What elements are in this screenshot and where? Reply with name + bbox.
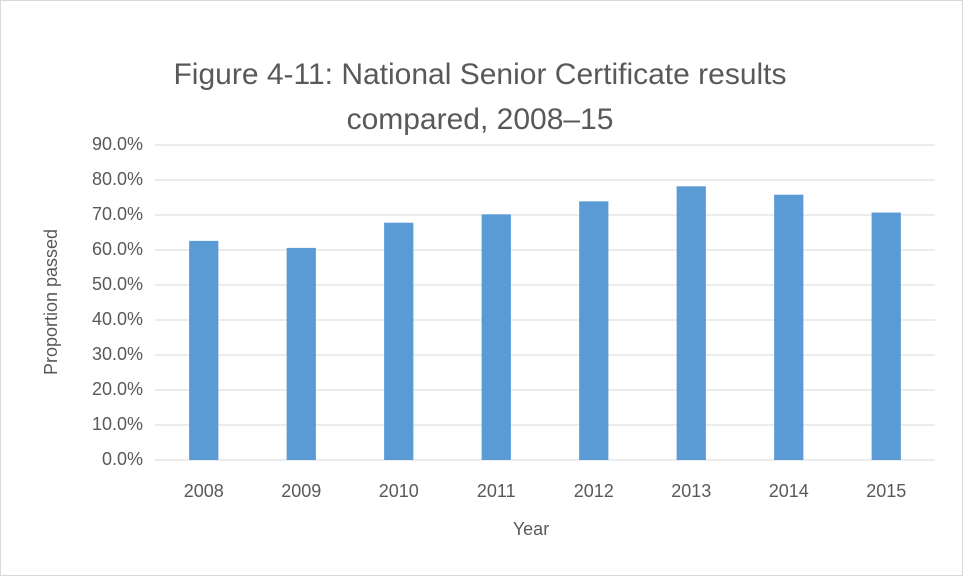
bar [676,186,706,461]
x-tick-label: 2009 [281,481,321,501]
bar [774,194,804,460]
bar [189,240,219,460]
y-tick-label: 80.0% [92,169,143,189]
y-tick-label: 30.0% [92,344,143,364]
bar [384,222,414,460]
x-tick-label: 2013 [671,481,711,501]
y-tick-label: 10.0% [92,414,143,434]
x-tick-label: 2015 [866,481,906,501]
x-tick-label: 2014 [769,481,809,501]
bar [286,247,316,460]
x-tick-label: 2010 [379,481,419,501]
y-tick-label: 50.0% [92,274,143,294]
y-tick-label: 20.0% [92,379,143,399]
y-tick-label: 0.0% [102,449,143,469]
x-tick-label: 2008 [184,481,224,501]
x-tick-label: 2011 [477,481,516,501]
y-tick-label: 70.0% [92,204,143,224]
bar [871,212,901,460]
y-tick-label: 40.0% [92,309,143,329]
y-tick-label: 60.0% [92,239,143,259]
x-tick-label: 2012 [574,481,614,501]
bar [579,201,609,460]
y-axis-label: Proportion passed [41,229,61,375]
y-tick-label: 90.0% [92,134,143,154]
x-axis-label: Year [513,519,549,539]
bar [481,214,511,460]
chart-title: Figure 4-11: National Senior Certificate… [173,58,787,136]
